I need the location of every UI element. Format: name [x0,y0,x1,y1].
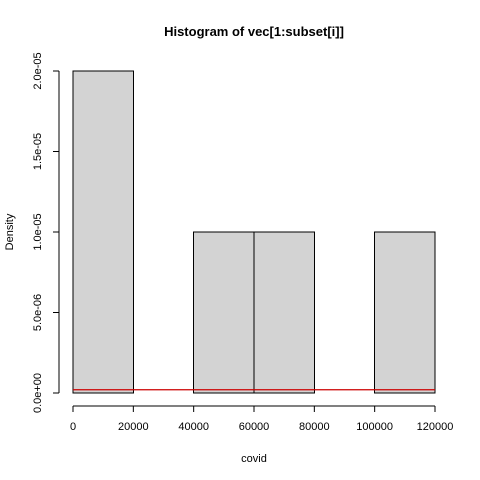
x-axis-label: covid [241,453,267,465]
x-tick-label-4: 80000 [299,421,330,433]
x-tick-label-6: 120000 [417,421,454,433]
x-tick-label-3: 60000 [239,421,270,433]
histogram-bar-2 [193,231,255,394]
y-tick-label-1: 5.0e-06 [32,294,44,331]
y-axis: 0.0e+00 5.0e-06 1.0e-05 1.5e-05 2.0e-05 [32,52,60,413]
x-tick-label-5: 100000 [356,421,393,433]
x-tick-label-1: 20000 [118,421,149,433]
y-tick-label-3: 1.5e-05 [32,133,44,170]
y-tick-label-0: 0.0e+00 [32,373,44,413]
x-tick-label-0: 0 [70,421,76,433]
histogram-bar-0 [72,70,134,394]
chart-title: Histogram of vec[1:subset[i]] [164,24,344,39]
histogram-bar-5 [374,231,436,394]
histogram-bar-3 [253,231,315,394]
x-tick-label-2: 40000 [178,421,209,433]
bars-group [72,70,436,394]
y-tick-label-2: 1.0e-05 [32,213,44,250]
y-tick-label-4: 2.0e-05 [32,52,44,89]
x-axis: 0 20000 40000 60000 80000 100000 120000 [70,405,454,433]
y-axis-label: Density [4,213,16,250]
